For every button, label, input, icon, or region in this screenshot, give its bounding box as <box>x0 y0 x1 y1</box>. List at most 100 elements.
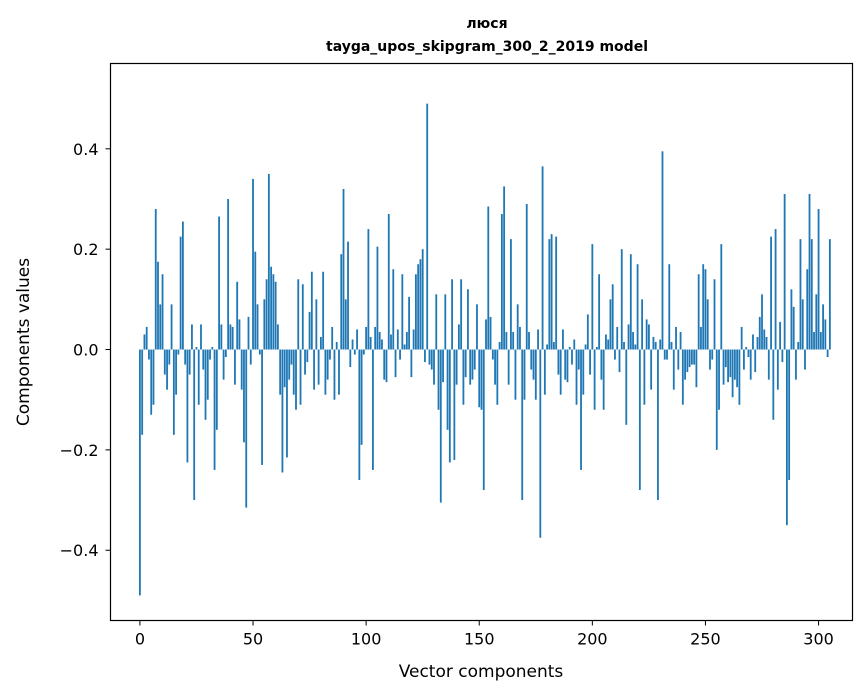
bar-269 <box>747 349 750 358</box>
bar-204 <box>600 349 603 380</box>
bar-50 <box>252 178 254 350</box>
bar-2 <box>143 334 146 350</box>
bar-158 <box>496 349 499 405</box>
bar-305 <box>828 239 831 350</box>
bar-152 <box>482 349 485 491</box>
bar-259 <box>724 349 727 368</box>
bar-119 <box>408 296 411 350</box>
bar-286 <box>785 349 788 526</box>
bar-148 <box>473 349 476 370</box>
bar-52 <box>256 304 259 350</box>
bar-228 <box>654 342 657 350</box>
bar-132 <box>437 349 440 410</box>
bar-66 <box>288 349 291 380</box>
bar-173 <box>530 349 533 370</box>
bar-178 <box>541 166 544 350</box>
bar-163 <box>507 349 510 385</box>
bar-256 <box>718 349 720 410</box>
bar-104 <box>374 326 377 350</box>
bar-90 <box>342 188 345 350</box>
bar-187 <box>562 329 564 350</box>
x-axis-label: Vector components <box>399 662 564 682</box>
bar-11 <box>163 349 166 375</box>
bar-130 <box>433 349 435 385</box>
bar-241 <box>684 349 686 380</box>
bar-26 <box>197 349 200 405</box>
bar-243 <box>688 349 691 368</box>
bar-144 <box>464 349 467 378</box>
bar-17 <box>177 349 180 355</box>
bar-54 <box>261 349 263 465</box>
bar-172 <box>528 331 530 350</box>
bar-21 <box>186 349 189 463</box>
bar-272 <box>754 349 757 373</box>
bar-99 <box>362 349 365 355</box>
bar-96 <box>356 329 358 350</box>
bar-25 <box>195 347 198 350</box>
bar-116 <box>401 274 404 350</box>
x-tick-label: 100 <box>351 630 382 649</box>
bar-191 <box>571 349 573 365</box>
bar-267 <box>743 349 745 370</box>
bar-176 <box>537 329 539 350</box>
bar-253 <box>711 349 714 360</box>
bar-227 <box>652 336 655 350</box>
bar-266 <box>740 326 743 350</box>
bar-117 <box>403 344 406 350</box>
bar-171 <box>525 204 528 350</box>
bar-240 <box>681 349 684 405</box>
bar-300 <box>817 209 820 350</box>
bar-199 <box>589 349 591 375</box>
bar-95 <box>353 349 356 355</box>
bar-262 <box>731 349 734 398</box>
bar-79 <box>317 349 320 385</box>
bar-177 <box>539 349 542 538</box>
bar-280 <box>772 349 775 420</box>
y-tick-label: 0.0 <box>73 341 98 360</box>
bar-190 <box>568 347 571 350</box>
bar-200 <box>591 244 594 350</box>
bar-42 <box>234 349 236 385</box>
bar-20 <box>184 349 187 365</box>
bar-234 <box>668 264 671 350</box>
bar-47 <box>245 349 248 508</box>
bar-183 <box>552 342 555 350</box>
bar-113 <box>394 349 397 378</box>
bar-215 <box>625 349 628 425</box>
bar-217 <box>629 254 632 350</box>
y-tick-label: −0.4 <box>60 541 99 560</box>
bar-268 <box>745 347 748 350</box>
bar-27 <box>200 324 202 350</box>
bar-276 <box>763 329 766 350</box>
bar-32 <box>211 347 214 350</box>
bar-73 <box>304 349 306 375</box>
bar-94 <box>351 339 354 350</box>
bar-212 <box>618 349 621 373</box>
bar-8 <box>157 261 159 350</box>
bar-224 <box>645 319 648 350</box>
bar-165 <box>512 331 515 350</box>
x-tick-label: 250 <box>690 630 721 649</box>
bar-28 <box>202 349 205 370</box>
bar-289 <box>792 306 795 350</box>
bar-14 <box>170 304 173 350</box>
bar-7 <box>154 209 157 350</box>
bar-147 <box>471 349 474 380</box>
bar-284 <box>781 349 784 363</box>
bar-85 <box>331 326 334 350</box>
bar-84 <box>329 349 331 360</box>
bar-115 <box>399 349 401 360</box>
bar-169 <box>521 349 524 501</box>
bar-40 <box>229 324 232 350</box>
bar-111 <box>390 334 392 350</box>
bar-74 <box>306 349 309 363</box>
bar-299 <box>815 294 818 350</box>
bar-150 <box>478 349 481 408</box>
bar-184 <box>555 236 558 350</box>
bar-140 <box>455 349 458 385</box>
bar-56 <box>265 279 268 350</box>
bar-101 <box>367 229 370 350</box>
bar-209 <box>611 284 614 350</box>
bar-19 <box>181 221 184 350</box>
